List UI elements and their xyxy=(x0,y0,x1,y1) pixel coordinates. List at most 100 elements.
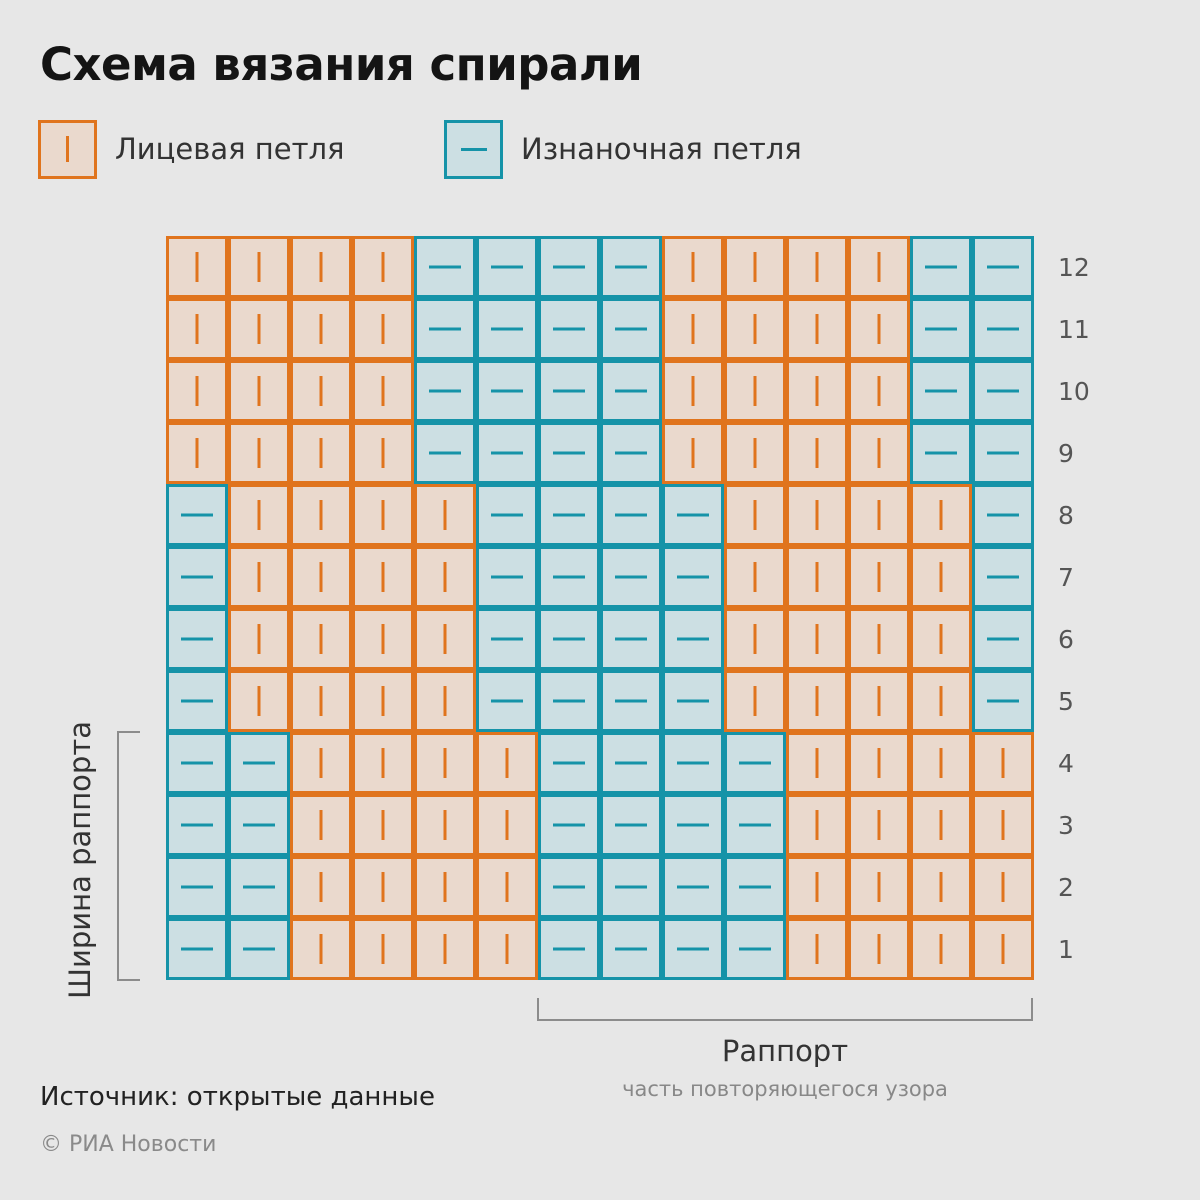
stitch-cell-border xyxy=(228,670,290,732)
stitch-cell-border xyxy=(600,484,662,546)
row-number: 4 xyxy=(1058,749,1074,778)
stitch-cell-border xyxy=(972,794,1034,856)
stitch-cell-border xyxy=(414,236,476,298)
stitch-cell-border xyxy=(352,732,414,794)
stitch-cell-border xyxy=(538,360,600,422)
stitch-cell-border xyxy=(600,546,662,608)
stitch-cell-border xyxy=(228,732,290,794)
stitch-cell-border xyxy=(228,360,290,422)
stitch-cell-border xyxy=(910,298,972,360)
stitch-cell-border xyxy=(848,360,910,422)
stitch-cell-border xyxy=(724,608,786,670)
stitch-cell-border xyxy=(786,794,848,856)
stitch-cell-border xyxy=(662,236,724,298)
stitch-cell-border xyxy=(910,794,972,856)
stitch-cell-border xyxy=(476,670,538,732)
stitch-cell-border xyxy=(352,794,414,856)
stitch-cell-border xyxy=(352,918,414,980)
stitch-cell-border xyxy=(972,918,1034,980)
stitch-cell-border xyxy=(290,360,352,422)
stitch-cell-border xyxy=(662,918,724,980)
stitch-cell-border xyxy=(228,608,290,670)
stitch-cell-border xyxy=(228,298,290,360)
stitch-cell-border xyxy=(724,918,786,980)
stitch-cell-border xyxy=(414,360,476,422)
stitch-cell-border xyxy=(166,856,228,918)
stitch-cell-border xyxy=(848,670,910,732)
stitch-cell-border xyxy=(290,918,352,980)
stitch-cell-border xyxy=(414,422,476,484)
stitch-cell-border xyxy=(476,422,538,484)
stitch-cell-border xyxy=(538,484,600,546)
stitch-cell-border xyxy=(228,918,290,980)
stitch-cell-border xyxy=(290,732,352,794)
stitch-cell-border xyxy=(290,422,352,484)
stitch-cell-border xyxy=(476,918,538,980)
stitch-cell-border xyxy=(538,732,600,794)
stitch-cell-border xyxy=(972,298,1034,360)
stitch-cell-border xyxy=(848,546,910,608)
stitch-cell-border xyxy=(414,794,476,856)
stitch-cell-border xyxy=(786,608,848,670)
stitch-cell-border xyxy=(228,856,290,918)
stitch-cell-border xyxy=(166,298,228,360)
stitch-cell-border xyxy=(538,546,600,608)
legend-purl-label: Изнаночная петля xyxy=(521,132,802,166)
rapport-label: Раппорт xyxy=(721,1034,849,1068)
stitch-cell-border xyxy=(910,918,972,980)
stitch-cell-border xyxy=(786,360,848,422)
stitch-cell-border xyxy=(352,608,414,670)
stitch-cell-border xyxy=(476,484,538,546)
stitch-cell-border xyxy=(786,670,848,732)
stitch-cell-border xyxy=(166,546,228,608)
stitch-cell-border xyxy=(724,670,786,732)
stitch-cell-border xyxy=(662,546,724,608)
stitch-cell-border xyxy=(476,546,538,608)
stitch-cell-border xyxy=(848,732,910,794)
legend-purl-swatch xyxy=(444,119,503,179)
stitch-cell-border xyxy=(662,360,724,422)
stitch-cell-border xyxy=(724,794,786,856)
stitch-cell-border xyxy=(600,794,662,856)
stitch-cell-border xyxy=(290,236,352,298)
stitch-cell-border xyxy=(848,794,910,856)
legend-purl: Изнаночная петля xyxy=(444,117,802,181)
stitch-cell-border xyxy=(662,732,724,794)
stitch-cell-border xyxy=(228,236,290,298)
stitch-cell-border xyxy=(910,856,972,918)
stitch-cell-border xyxy=(910,608,972,670)
stitch-cell-border xyxy=(476,608,538,670)
stitch-cell-border xyxy=(538,422,600,484)
stitch-cell-border xyxy=(476,298,538,360)
stitch-cell-border xyxy=(166,236,228,298)
stitch-cell-border xyxy=(848,856,910,918)
stitch-cell-border xyxy=(414,918,476,980)
row-number: 1 xyxy=(1058,935,1074,964)
stitch-cell-border xyxy=(538,298,600,360)
stitch-cell-border xyxy=(290,546,352,608)
stitch-cell-border xyxy=(724,236,786,298)
stitch-cell-border xyxy=(786,484,848,546)
rapport-subtitle: часть повторяющегося узора xyxy=(622,1077,948,1101)
stitch-cell-border xyxy=(848,422,910,484)
stitch-cell-border xyxy=(972,608,1034,670)
stitch-cell-border xyxy=(786,236,848,298)
stitch-cell-border xyxy=(228,484,290,546)
stitch-cell-border xyxy=(414,732,476,794)
stitch-cell-border xyxy=(910,422,972,484)
dash-icon xyxy=(460,147,487,151)
stitch-cell-border xyxy=(848,608,910,670)
row-number: 9 xyxy=(1058,439,1074,468)
stitch-cell-border xyxy=(848,484,910,546)
stitch-cell-border xyxy=(166,422,228,484)
stitch-cell-border xyxy=(600,918,662,980)
stitch-cell-border xyxy=(476,856,538,918)
stitch-cell-border xyxy=(786,918,848,980)
stitch-cell-border xyxy=(290,298,352,360)
stitch-cell-border xyxy=(910,732,972,794)
rapport-width-bracket xyxy=(117,731,140,981)
stitch-cell-border xyxy=(352,856,414,918)
stitch-cell-border xyxy=(786,546,848,608)
stitch-cell-border xyxy=(352,298,414,360)
